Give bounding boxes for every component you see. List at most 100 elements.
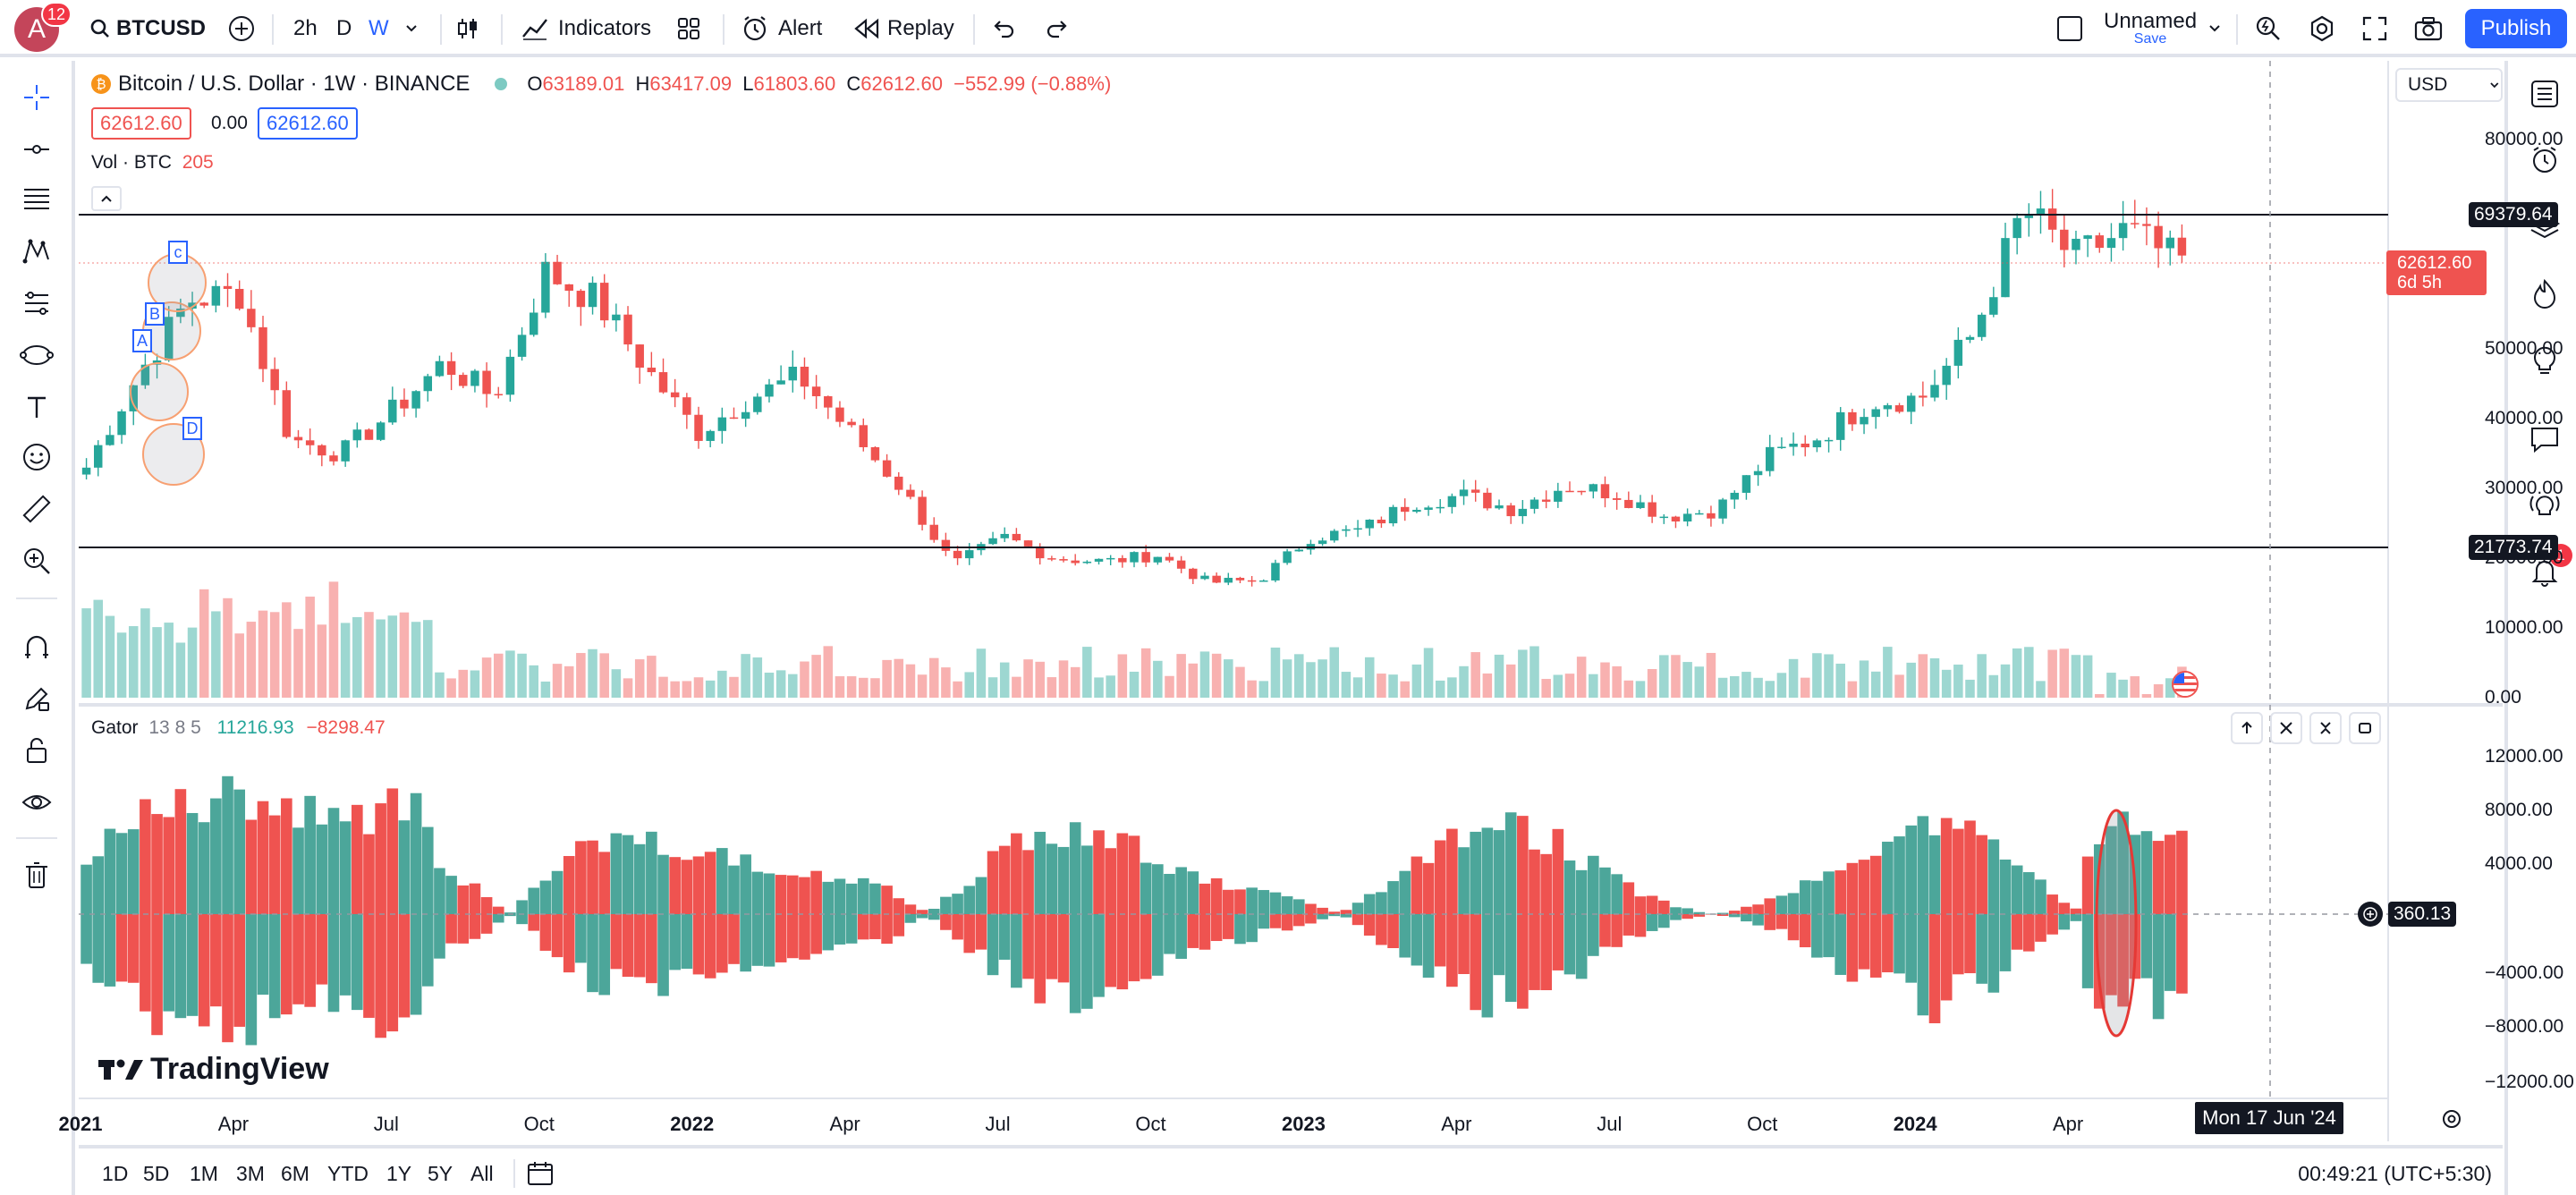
gator-lower-bar	[1976, 914, 1987, 984]
annotation-ellipse[interactable]	[2095, 809, 2138, 1038]
replay-button[interactable]: Replay	[853, 0, 954, 57]
spread-value: 0.00	[211, 113, 248, 133]
layout-name-button[interactable]: Unnamed Save	[2104, 0, 2197, 57]
lock-drawings-tool[interactable]	[16, 730, 57, 771]
sell-price-box[interactable]: 62612.60	[91, 107, 191, 140]
close-pane-button[interactable]	[2270, 712, 2302, 744]
pattern-label-d[interactable]: D	[182, 417, 202, 440]
chart-settings-button[interactable]	[2438, 1106, 2465, 1132]
crosshair-tool[interactable]	[16, 77, 57, 118]
gator-upper-bar	[975, 877, 987, 914]
alert-button[interactable]: Alert	[741, 0, 822, 57]
publish-button[interactable]: Publish	[2465, 9, 2567, 48]
gator-lower-bar	[2070, 914, 2082, 921]
range-6m[interactable]: 6M	[281, 1161, 309, 1185]
annotation-circle[interactable]	[130, 362, 189, 421]
candle-body	[1483, 492, 1492, 509]
alerts-panel-button[interactable]	[2524, 140, 2565, 181]
snapshot-button[interactable]	[2413, 0, 2444, 57]
buy-price-box[interactable]: 62612.60	[258, 107, 358, 140]
range-5y[interactable]: 5Y	[428, 1161, 453, 1185]
watchlist-button[interactable]	[2524, 73, 2565, 114]
maximize-pane-button[interactable]	[2349, 712, 2381, 744]
goto-date-button[interactable]	[526, 1148, 555, 1195]
save-link[interactable]: Save	[2133, 31, 2167, 47]
interval-d[interactable]: D	[336, 16, 352, 40]
hotlists-button[interactable]	[2524, 274, 2565, 315]
interval-2h[interactable]: 2h	[293, 16, 318, 40]
remove-drawings-tool[interactable]	[16, 855, 57, 896]
gator-lower-bar	[2035, 914, 2046, 942]
hline-lower-label[interactable]: 21773.74	[2469, 535, 2558, 560]
compare-symbol-button[interactable]	[227, 0, 256, 57]
redo-button[interactable]	[1045, 0, 1070, 57]
fib-tool[interactable]	[16, 179, 57, 220]
range-all[interactable]: All	[470, 1161, 494, 1185]
low-value: 61803.60	[753, 72, 836, 95]
shapes-tool[interactable]	[16, 335, 57, 376]
pattern-label-b[interactable]: B	[145, 302, 165, 326]
ideas-button[interactable]	[2524, 340, 2565, 381]
gator-lower-bar	[598, 914, 611, 996]
hline-upper-label[interactable]: 69379.64	[2469, 202, 2558, 227]
chart-area[interactable]: c B A D ₿ Bitcoin / U.S. Dollar · 1W · B…	[59, 61, 2574, 1141]
volume-bar	[1659, 655, 1669, 698]
pattern-label-a[interactable]: A	[132, 329, 152, 352]
layout-toggle-button[interactable]	[2055, 0, 2084, 57]
symbol-title[interactable]: Bitcoin / U.S. Dollar · 1W · BINANCE	[118, 72, 470, 96]
timezone-clock[interactable]: 00:49:21 (UTC+5:30)	[2298, 1161, 2492, 1185]
interval-dropdown-button[interactable]	[402, 0, 420, 57]
chart-type-button[interactable]	[454, 0, 481, 57]
gator-legend[interactable]: Gator 13 8 5 11216.93 −8298.47	[91, 717, 386, 739]
zoom-in-tool[interactable]	[16, 540, 57, 581]
range-1d[interactable]: 1D	[102, 1161, 129, 1185]
streams-button[interactable]	[2524, 485, 2565, 526]
templates-button[interactable]	[676, 0, 701, 57]
economic-event-flag[interactable]	[2172, 671, 2199, 698]
collapse-legend-button[interactable]	[91, 186, 122, 211]
range-1y[interactable]: 1Y	[386, 1161, 412, 1185]
pattern-label-c[interactable]: c	[168, 241, 188, 264]
drawing-mode-tool[interactable]	[16, 678, 57, 719]
magnet-tool[interactable]	[16, 626, 57, 667]
move-pane-up-button[interactable]	[2231, 712, 2263, 744]
quick-search-button[interactable]	[2254, 0, 2283, 57]
collapse-pane-button[interactable]	[2309, 712, 2342, 744]
volume-legend[interactable]: Vol · BTC 205	[91, 152, 214, 174]
range-3m[interactable]: 3M	[236, 1161, 265, 1185]
gator-lower-bar	[1917, 914, 1929, 1016]
interval-w-active[interactable]: W	[369, 16, 389, 40]
pattern-tool[interactable]	[16, 231, 57, 272]
candle-body	[2177, 237, 2187, 256]
fullscreen-button[interactable]	[2361, 0, 2388, 57]
currency-select[interactable]: USD	[2395, 68, 2503, 102]
prediction-tool[interactable]	[16, 283, 57, 324]
volume-bar	[1270, 647, 1281, 698]
volume-bar	[1258, 681, 1269, 698]
gator-upper-bar	[1011, 833, 1022, 914]
layout-menu-button[interactable]	[2206, 0, 2224, 57]
candle-body	[1612, 498, 1622, 500]
trend-line-tool[interactable]	[16, 129, 57, 170]
gator-upper-bar	[1599, 867, 1611, 914]
chats-button[interactable]	[2524, 419, 2565, 460]
text-tool[interactable]	[16, 386, 57, 428]
range-ytd[interactable]: YTD	[327, 1161, 369, 1185]
symbol-search-button[interactable]: BTCUSD	[89, 0, 206, 57]
tradingview-watermark[interactable]: TradingView	[97, 1052, 329, 1087]
range-1m[interactable]: 1M	[190, 1161, 218, 1185]
range-5d[interactable]: 5D	[143, 1161, 170, 1185]
hide-drawings-tool[interactable]	[16, 782, 57, 823]
volume-bar	[658, 676, 668, 698]
settings-button[interactable]	[2308, 0, 2336, 57]
alarm-clock-icon	[2533, 147, 2556, 173]
gator-upper-bar	[893, 898, 905, 914]
notifications-button[interactable]	[2524, 551, 2565, 592]
ruler-tool[interactable]	[16, 488, 57, 530]
undo-button[interactable]	[991, 0, 1016, 57]
chart-canvas[interactable]	[79, 61, 2503, 1141]
indicators-button[interactable]: Indicators	[521, 0, 651, 57]
candlestick-icon	[458, 19, 477, 38]
icon-tool[interactable]	[16, 436, 57, 478]
add-plus-button[interactable]	[2358, 902, 2383, 927]
